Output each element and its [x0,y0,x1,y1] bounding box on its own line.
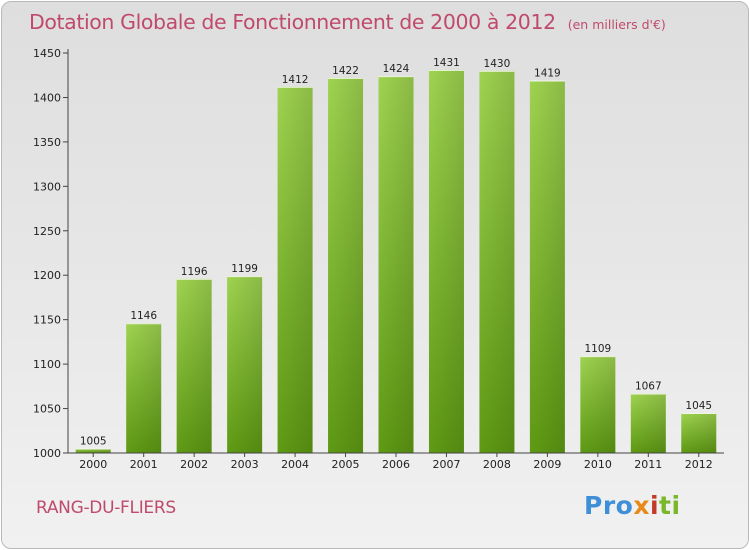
logo-part-4: ti [659,491,681,520]
y-tick-label: 1000 [33,447,61,460]
data-label: 1067 [635,380,662,392]
data-label: 1045 [685,400,712,412]
data-label: 1412 [282,74,309,86]
x-tick-label: 2007 [432,458,460,471]
bar-shade [378,76,414,453]
data-label: 1431 [433,57,460,69]
bar-shade [75,448,111,453]
data-label: 1422 [332,65,359,77]
logo-part-2: x [633,491,650,520]
x-tick-label: 2005 [332,458,360,471]
x-tick-label: 2006 [382,458,410,471]
bar-shade [227,276,263,453]
y-tick-label: 1400 [33,91,61,104]
x-tick-label: 2010 [584,458,612,471]
bar-shade [580,356,616,453]
x-tick-label: 2012 [685,458,713,471]
x-tick-label: 2004 [281,458,309,471]
chart-subtitle: (en milliers d'€) [567,17,666,32]
y-tick-label: 1100 [33,358,61,371]
x-tick-label: 2002 [180,458,208,471]
bar-shade [176,278,212,453]
chart-title-text: Dotation Globale de Fonctionnement de 20… [29,10,556,34]
bar-shade [126,323,162,453]
y-tick-label: 1200 [33,269,61,282]
y-tick-label: 1350 [33,136,61,149]
y-tick-label: 1150 [33,314,61,327]
y-tick-label: 1250 [33,225,61,238]
data-label: 1196 [181,266,208,278]
logo-part-3: i [649,491,660,520]
x-tick-label: 2009 [533,458,561,471]
bar-shade [630,393,666,453]
data-label: 1146 [130,310,157,322]
y-tick-label: 1300 [33,180,61,193]
data-label: 1109 [584,343,611,355]
x-tick-label: 2001 [130,458,158,471]
data-label: 1424 [383,63,410,75]
proxiti-logo: Proxiti [584,491,681,520]
x-tick-label: 2008 [483,458,511,471]
bar-shade [681,413,717,453]
chart-title: Dotation Globale de Fonctionnement de 20… [29,10,666,34]
bar-shade [277,86,313,454]
logo-part-1: Pro [584,491,634,520]
data-label: 1419 [534,68,561,80]
y-tick-label: 1450 [33,47,61,60]
commune-name: RANG-DU-FLIERS [36,498,176,518]
bar-shade [529,80,565,454]
plot-area: 1000 1050 1100 1150 1200 1250 1300 1350 1400 1450… [33,47,724,471]
x-tick-label: 2011 [634,458,662,471]
bar-shade [479,70,515,454]
bar-shade [328,77,364,453]
data-label: 1199 [231,263,258,275]
data-label: 1005 [80,436,107,448]
data-label: 1430 [484,58,511,70]
x-tick-label: 2003 [231,458,259,471]
x-tick-label: 2000 [79,458,107,471]
y-tick-label: 1050 [33,403,61,416]
bar-shade [428,69,464,453]
